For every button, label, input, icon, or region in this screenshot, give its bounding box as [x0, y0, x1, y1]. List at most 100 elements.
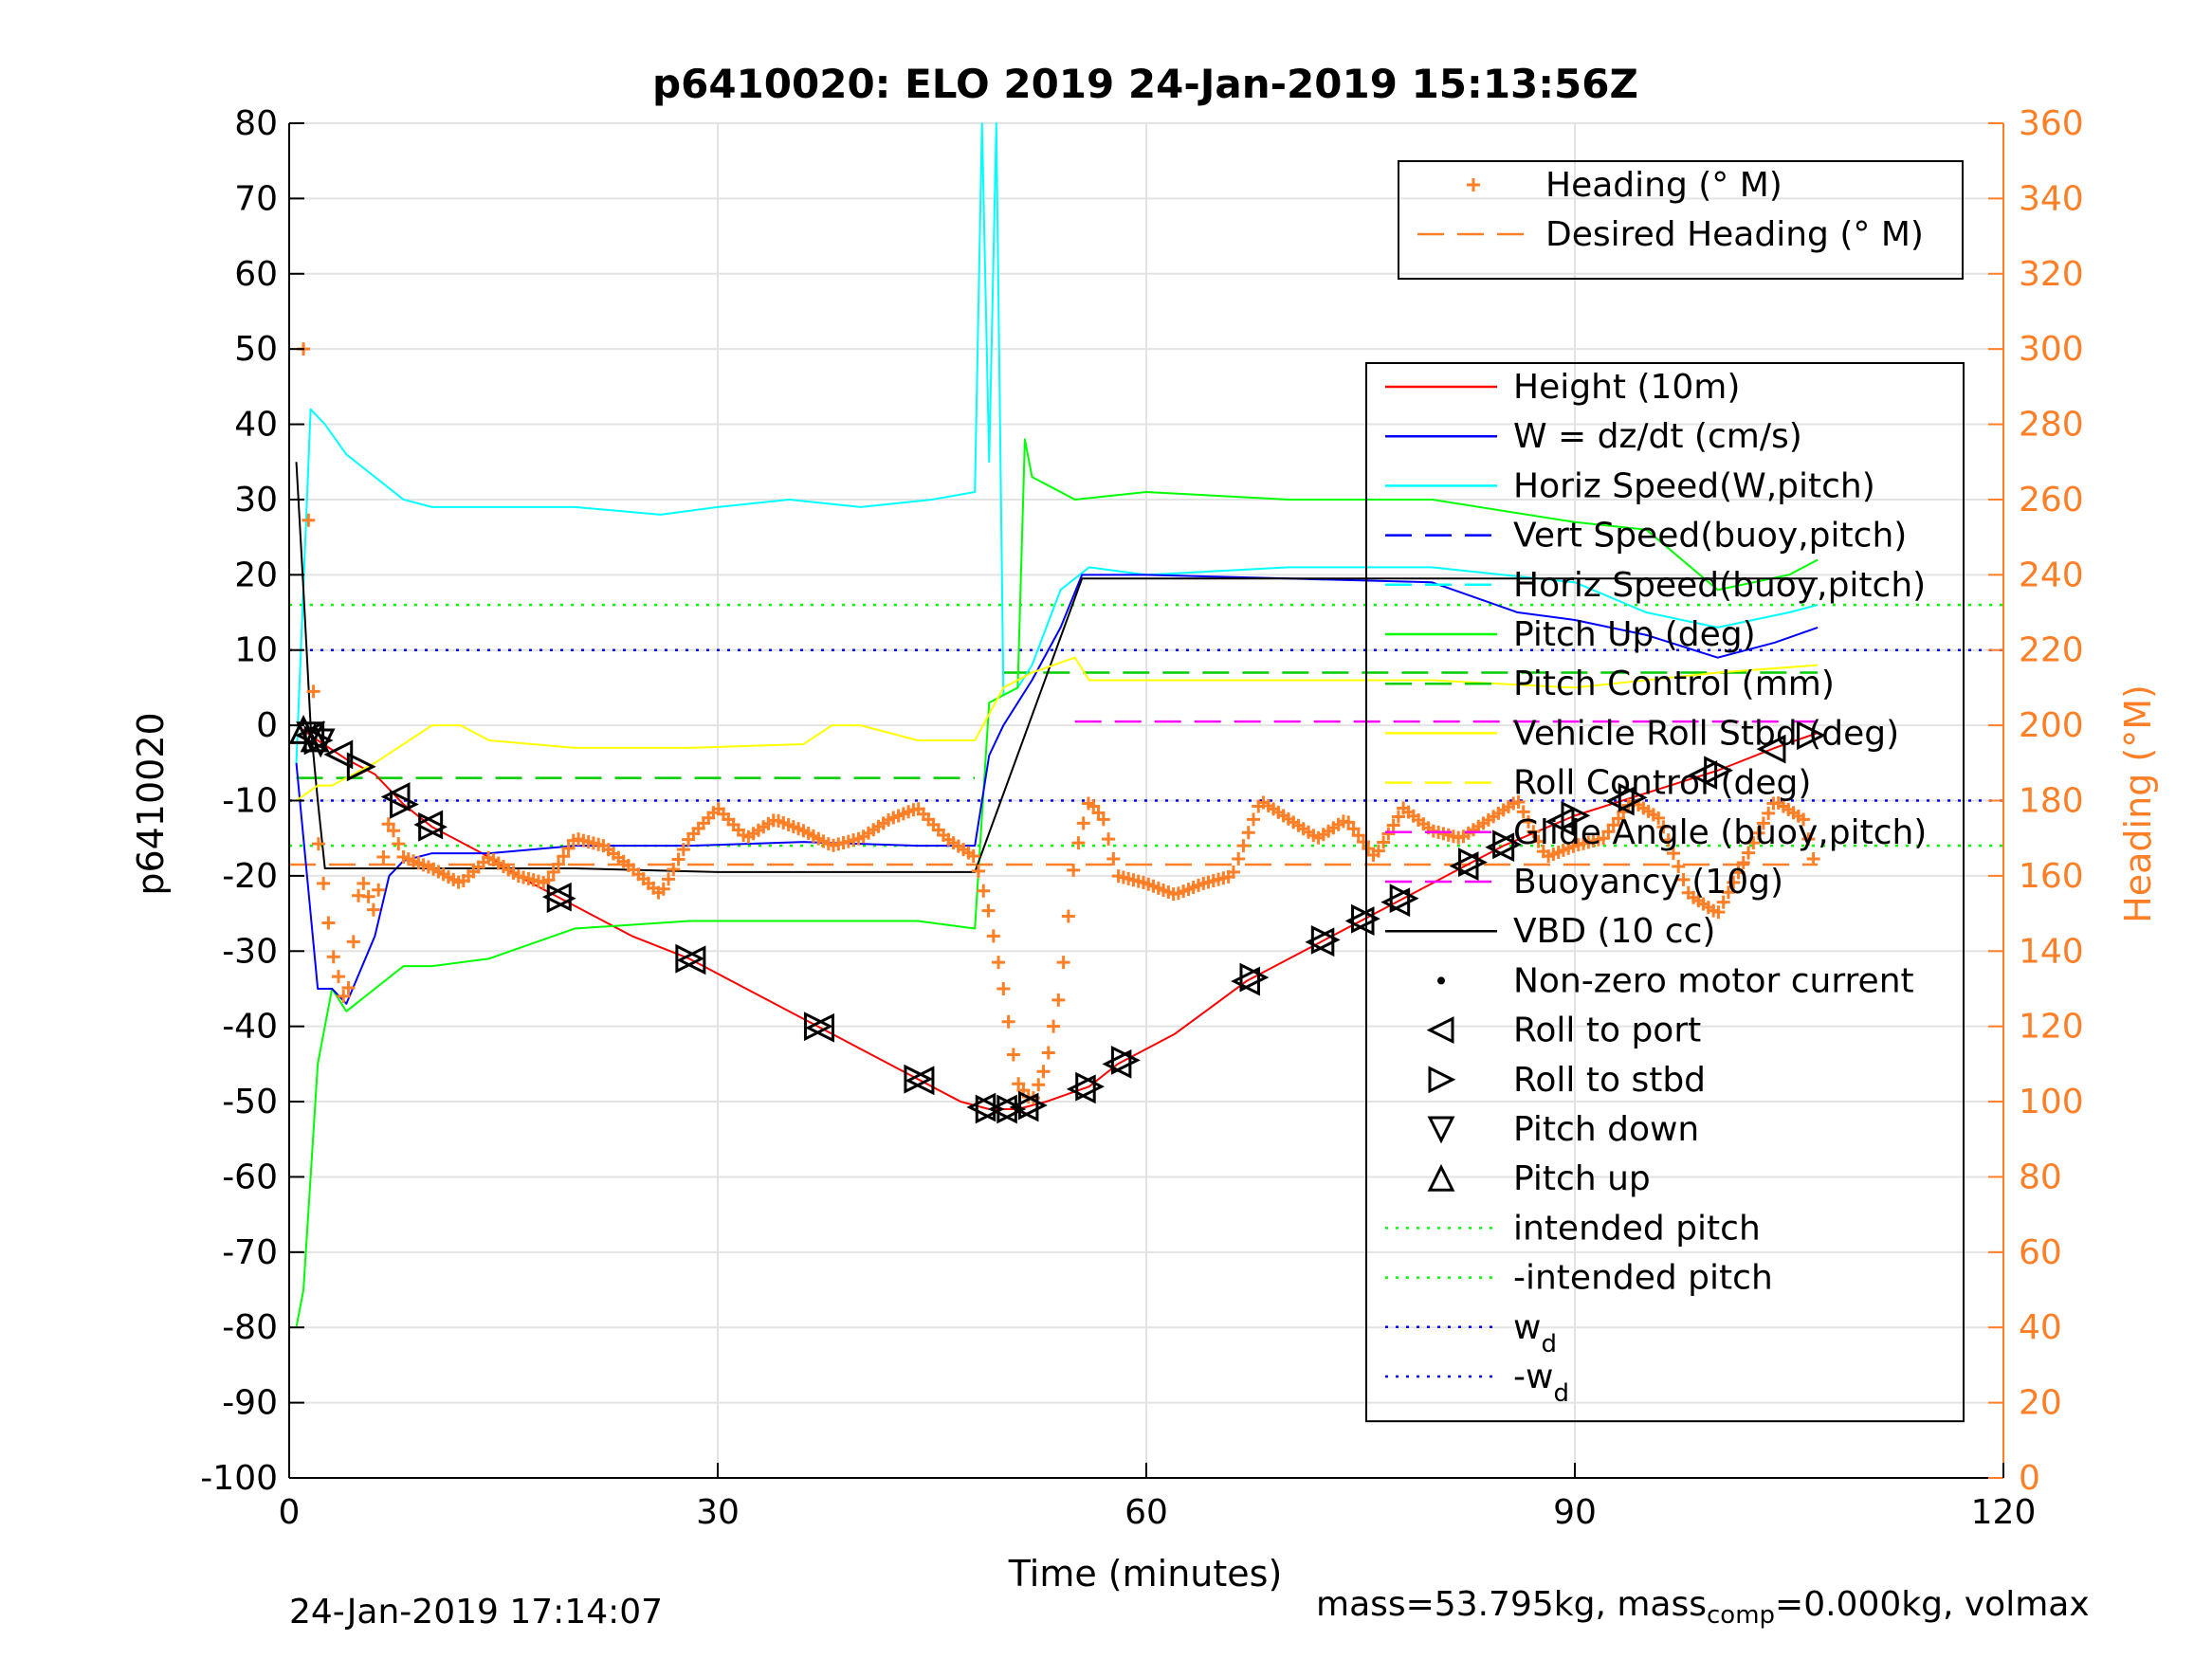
- legend-label-text: Roll Control (deg): [1513, 764, 1811, 803]
- legend-entry-label: Roll Control (deg): [1513, 764, 1811, 803]
- y-tick-label-right: 360: [2019, 104, 2084, 143]
- heading-point: [337, 989, 351, 1003]
- legend-label-text: Pitch Up (deg): [1513, 615, 1756, 654]
- heading-point: [1736, 855, 1750, 869]
- heading-point: [1656, 820, 1671, 834]
- heading-point: [1001, 1014, 1015, 1029]
- legend-box: [1365, 362, 1965, 1423]
- chart-title: p6410020: ELO 2019 24-Jan-2019 15:13:56Z: [652, 61, 1638, 107]
- legend-label-text: Buoyancy (10g): [1513, 863, 1783, 902]
- y-axis-label-left: p6410020: [130, 712, 172, 895]
- y-tick-label-left: -20: [222, 857, 278, 896]
- heading-point: [317, 876, 331, 890]
- heading-point: [1746, 836, 1761, 850]
- heading-point: [676, 843, 690, 857]
- heading-point: [1032, 1078, 1046, 1092]
- heading-point: [1727, 875, 1741, 889]
- y-tick-label-right: 260: [2019, 481, 2084, 520]
- heading-point: [561, 841, 576, 855]
- legend-label-text: Pitch down: [1513, 1110, 1699, 1149]
- heading-point: [1236, 839, 1251, 853]
- y-tick-label-left: -30: [222, 932, 278, 971]
- legend-label-text: -intended pitch: [1513, 1259, 1773, 1298]
- legend-entry-label: Glide Angle (buoy,pitch): [1513, 813, 1927, 852]
- legend-label-text: W = dz/dt (cm/s): [1513, 417, 1802, 456]
- heading-point: [541, 873, 556, 887]
- y-tick-label-left: -60: [222, 1158, 278, 1196]
- series-markers: [288, 715, 1826, 1124]
- heading-point: [361, 889, 375, 903]
- heading-point: [306, 684, 320, 699]
- heading-point: [1731, 866, 1746, 880]
- heading-point: [1102, 832, 1116, 847]
- marker-right: [675, 943, 705, 974]
- legend-entry-label: intended pitch: [1513, 1209, 1761, 1248]
- heading-point: [1041, 1046, 1055, 1060]
- heading-point: [1036, 1065, 1051, 1079]
- legend-main: Height (10m) W = dz/dt (cm/s) Horiz Speed(…: [1365, 362, 1965, 1423]
- heading-point: [392, 837, 406, 851]
- footer-mass-sub: comp: [1707, 1601, 1776, 1631]
- marker-right: [1389, 884, 1419, 914]
- heading-point: [1756, 816, 1770, 830]
- heading-point: [992, 956, 1006, 970]
- marker-right: [975, 1094, 1005, 1124]
- footer-mass-suffix: =0.000kg, volmax: [1775, 1585, 2090, 1624]
- legend-entry-label: -wd: [1513, 1358, 1569, 1408]
- y-tick-label-left: -100: [200, 1459, 278, 1498]
- legend-label-text: Vehicle Roll Stbd (deg): [1513, 714, 1899, 753]
- x-tick-label: 30: [696, 1493, 740, 1532]
- heading-point: [1666, 847, 1680, 861]
- marker-down: [296, 721, 326, 752]
- y-tick-label-right: 120: [2019, 1008, 2084, 1047]
- marker-up: [300, 722, 330, 753]
- y-tick-label-right: 80: [2019, 1158, 2062, 1196]
- heading-point: [1247, 812, 1260, 827]
- legend-swatch-triangle: [1427, 1116, 1455, 1144]
- legend-label-text: VBD (10 cc): [1513, 912, 1715, 951]
- y-tick-label-left: 70: [234, 179, 278, 218]
- legend-entry-label: Vert Speed(buoy,pitch): [1513, 517, 1907, 556]
- legend-entry-label: -intended pitch: [1513, 1259, 1773, 1298]
- heading-point: [386, 824, 400, 838]
- heading-point: [341, 980, 356, 994]
- heading-point: [302, 513, 316, 527]
- heading-point: [1056, 956, 1070, 970]
- heading-point: [656, 882, 670, 896]
- marker-right: [1618, 782, 1648, 812]
- y-tick-label-right: 140: [2019, 932, 2084, 971]
- y-tick-label-right: 0: [2019, 1459, 2040, 1498]
- marker-right: [346, 752, 376, 782]
- legend-label-text: Horiz Speed(buoy,pitch): [1513, 566, 1926, 605]
- y-axis-label-right: Heading (°M): [2117, 684, 2159, 923]
- legend-entry-label: Pitch down: [1513, 1110, 1699, 1149]
- y-tick-label-right: 200: [2019, 706, 2084, 745]
- heading-point: [1652, 811, 1666, 825]
- marker-up: [288, 715, 319, 744]
- legend-entry-label: Height (10m): [1513, 368, 1740, 407]
- x-tick-label: 120: [1971, 1493, 2037, 1532]
- marker-right: [1492, 830, 1523, 860]
- legend-label-text: w: [1513, 1308, 1541, 1347]
- y-tick-label-left: -40: [222, 1008, 278, 1047]
- legend-label-text: -w: [1513, 1358, 1553, 1396]
- y-tick-label-left: 0: [256, 706, 278, 745]
- footer-mass: mass=53.795kg, masscomp=0.000kg, volmax: [1316, 1585, 2090, 1630]
- heading-point: [1047, 1019, 1061, 1033]
- heading-point: [552, 857, 566, 871]
- series-heading: [297, 342, 1820, 1105]
- heading-point: [1371, 844, 1385, 858]
- heading-point: [326, 950, 340, 964]
- y-tick-label-right: 100: [2019, 1083, 2084, 1121]
- y-tick-label-left: 50: [234, 330, 278, 369]
- heading-point: [1721, 885, 1735, 900]
- heading-point: [1006, 1048, 1020, 1062]
- heading-point: [1071, 836, 1086, 850]
- heading-point: [321, 916, 336, 930]
- marker-right: [1704, 756, 1734, 786]
- y-tick-label-left: 60: [234, 255, 278, 294]
- y-tick-label-left: -50: [222, 1083, 278, 1121]
- y-tick-label-left: 10: [234, 631, 278, 670]
- axes: 80706050403020100-10-20-30-40-50-60-70-8…: [200, 104, 2083, 1532]
- marker-right: [418, 811, 448, 842]
